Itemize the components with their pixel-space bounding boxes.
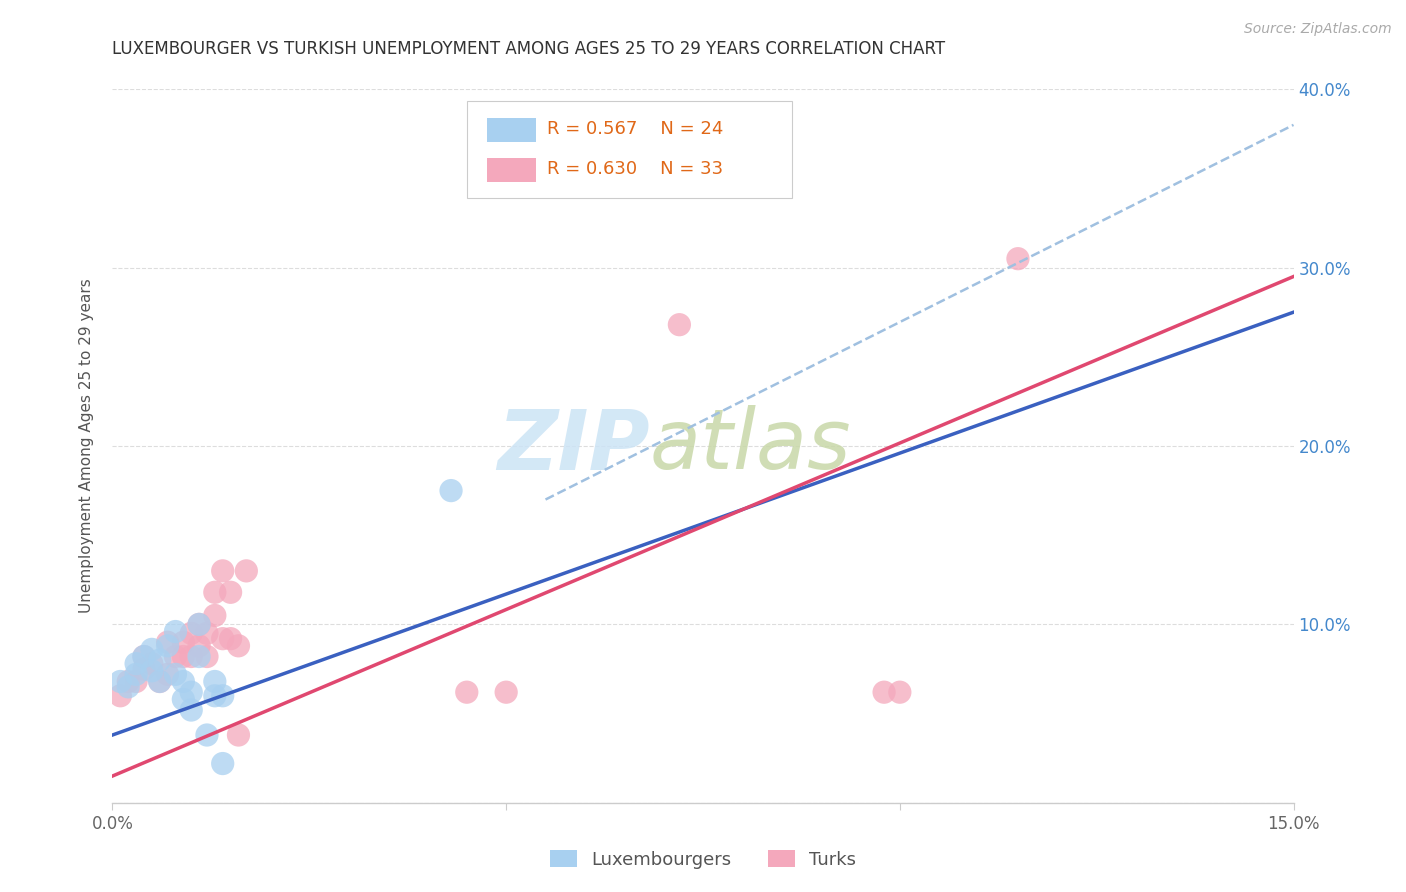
Point bbox=[149, 674, 172, 689]
Point bbox=[165, 649, 187, 664]
Text: atlas: atlas bbox=[650, 406, 852, 486]
Point bbox=[219, 585, 242, 599]
Point bbox=[440, 483, 463, 498]
Text: R = 0.630    N = 33: R = 0.630 N = 33 bbox=[547, 161, 723, 178]
Point bbox=[172, 674, 194, 689]
Point bbox=[117, 680, 139, 694]
Point bbox=[180, 626, 202, 640]
Point bbox=[149, 674, 172, 689]
Point bbox=[495, 685, 517, 699]
Point bbox=[211, 689, 233, 703]
Point bbox=[188, 649, 211, 664]
Point bbox=[165, 667, 187, 681]
Point bbox=[188, 617, 211, 632]
Point bbox=[165, 624, 187, 639]
Point bbox=[188, 617, 211, 632]
Point bbox=[141, 657, 163, 671]
Point bbox=[180, 685, 202, 699]
Point bbox=[125, 674, 148, 689]
Point bbox=[125, 657, 148, 671]
Point bbox=[204, 689, 226, 703]
Point bbox=[204, 674, 226, 689]
Text: Source: ZipAtlas.com: Source: ZipAtlas.com bbox=[1244, 22, 1392, 37]
Point bbox=[235, 564, 257, 578]
Point bbox=[132, 649, 155, 664]
Point bbox=[228, 639, 250, 653]
Point bbox=[156, 667, 179, 681]
Text: ZIP: ZIP bbox=[498, 406, 650, 486]
Point bbox=[132, 649, 155, 664]
Point bbox=[228, 728, 250, 742]
Point bbox=[456, 685, 478, 699]
Point bbox=[195, 626, 218, 640]
Point bbox=[110, 689, 132, 703]
Point bbox=[204, 585, 226, 599]
Bar bbox=[486, 118, 537, 142]
Bar bbox=[486, 158, 537, 182]
Point bbox=[668, 318, 690, 332]
Point bbox=[204, 608, 226, 623]
Point bbox=[149, 653, 172, 667]
Y-axis label: Unemployment Among Ages 25 to 29 years: Unemployment Among Ages 25 to 29 years bbox=[79, 278, 94, 614]
Text: R = 0.567    N = 24: R = 0.567 N = 24 bbox=[547, 120, 724, 138]
Point bbox=[211, 756, 233, 771]
Point bbox=[110, 674, 132, 689]
Point bbox=[195, 649, 218, 664]
Point bbox=[125, 667, 148, 681]
Point bbox=[219, 632, 242, 646]
Point bbox=[180, 649, 202, 664]
Point bbox=[172, 692, 194, 706]
Point bbox=[211, 564, 233, 578]
Text: LUXEMBOURGER VS TURKISH UNEMPLOYMENT AMONG AGES 25 TO 29 YEARS CORRELATION CHART: LUXEMBOURGER VS TURKISH UNEMPLOYMENT AMO… bbox=[112, 40, 946, 58]
Point bbox=[132, 662, 155, 676]
Point bbox=[211, 632, 233, 646]
Point bbox=[117, 674, 139, 689]
Point bbox=[180, 703, 202, 717]
Point bbox=[873, 685, 896, 699]
Point bbox=[156, 639, 179, 653]
FancyBboxPatch shape bbox=[467, 102, 792, 198]
Point bbox=[889, 685, 911, 699]
Point bbox=[172, 649, 194, 664]
Point bbox=[156, 635, 179, 649]
Point bbox=[172, 635, 194, 649]
Point bbox=[188, 639, 211, 653]
Point bbox=[1007, 252, 1029, 266]
Point bbox=[195, 728, 218, 742]
Point bbox=[141, 642, 163, 657]
Point bbox=[141, 664, 163, 678]
Legend: Luxembourgers, Turks: Luxembourgers, Turks bbox=[543, 843, 863, 876]
